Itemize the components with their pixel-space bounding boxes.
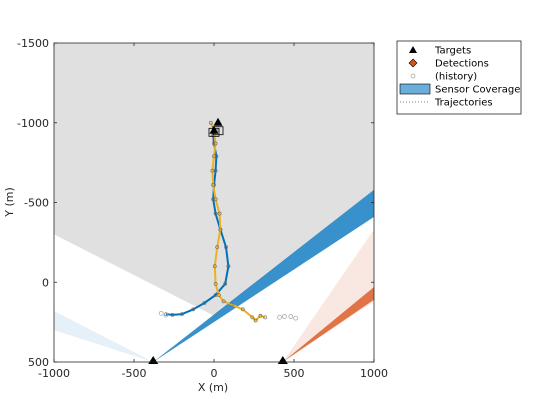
detection-point-1-1 xyxy=(170,313,175,317)
detection-point-2-5 xyxy=(211,183,216,187)
detection-point-2-16 xyxy=(250,315,255,320)
track-box-2 xyxy=(208,127,220,137)
detection-point-2-0 xyxy=(208,120,213,125)
detection-point-2-15 xyxy=(240,307,245,312)
x-tick-label-2: 0 xyxy=(211,367,218,380)
legend-history-icon xyxy=(410,73,416,79)
detection-point-2-11 xyxy=(213,281,218,286)
x-axis-title: X (m) xyxy=(198,381,228,394)
detection-point-1-10 xyxy=(213,211,218,216)
target-marker-2 xyxy=(209,125,219,134)
detection-point-2-13 xyxy=(221,299,226,304)
history-point-5 xyxy=(281,314,287,319)
detection-point-2-2 xyxy=(213,141,218,146)
detection-point-1-8 xyxy=(224,245,228,250)
detection-point-2-7 xyxy=(217,211,222,216)
detection-point-2-12 xyxy=(216,293,221,297)
legend-detection-icon xyxy=(408,58,418,68)
detection-point-2-14 xyxy=(229,302,234,307)
detection-point-1-3 xyxy=(191,307,196,312)
detection-point-2-10 xyxy=(212,264,217,269)
x-tick-label-1: -500 xyxy=(122,367,147,380)
legend: Targets Detections (history) Sensor Coverag… xyxy=(396,40,522,115)
y-axis-title: Y (m) xyxy=(3,187,16,218)
y-tick-label-4: 500 xyxy=(28,356,49,369)
history-point-0 xyxy=(158,310,164,316)
legend-label-3: Sensor Coverage xyxy=(435,85,520,96)
detection-point-2-9 xyxy=(215,245,220,250)
detection-point-1-6 xyxy=(223,281,228,286)
y-tick-label-0: -1500 xyxy=(17,37,49,50)
sensor-coverage-2 xyxy=(282,229,374,362)
detection-point-2-8 xyxy=(218,227,223,232)
legend-box xyxy=(396,40,522,115)
history-point-4 xyxy=(277,314,283,320)
detection-point-2-3 xyxy=(212,154,216,159)
x-tick-label-0: -1000 xyxy=(38,367,70,380)
axes: -1000 -500 0 500 1000 -1500 -1000 -500 0 500 xyxy=(17,37,388,380)
y-tick-label-3: 0 xyxy=(42,276,49,289)
sensor-beam-2 xyxy=(282,287,374,362)
legend-label-2: (history) xyxy=(435,72,477,83)
legend-label-4: Trajectories xyxy=(434,98,493,109)
trajectory-line-2 xyxy=(209,122,266,322)
x-tick-label-4: 1000 xyxy=(360,367,388,380)
history-point-3 xyxy=(293,315,299,321)
y-tick-label-1: -1000 xyxy=(17,117,49,130)
detection-point-2-17 xyxy=(253,318,258,323)
history-point-1 xyxy=(163,312,169,318)
y-tick-label-2: -500 xyxy=(24,197,49,210)
detection-point-2-6 xyxy=(213,197,218,202)
legend-coverage-icon xyxy=(399,83,431,95)
target-marker-1 xyxy=(213,117,223,126)
legend-target-icon xyxy=(409,46,417,53)
sensor-beam-1 xyxy=(153,189,374,362)
legend-label-0: Targets xyxy=(434,46,471,57)
trajectory-line-1 xyxy=(165,130,230,316)
detection-point-1-4 xyxy=(202,301,207,305)
detection-point-2-4 xyxy=(210,168,215,173)
plot-area xyxy=(54,43,374,362)
legend-label-1: Detections xyxy=(435,59,489,70)
history-point-2 xyxy=(288,314,294,319)
detection-point-1-2 xyxy=(180,312,184,317)
x-tick-label-3: 500 xyxy=(284,367,305,380)
detection-point-2-19 xyxy=(263,315,268,320)
detection-point-2-18 xyxy=(258,313,263,318)
detection-point-1-7 xyxy=(226,264,231,269)
sensor-coverage-1 xyxy=(54,311,154,362)
